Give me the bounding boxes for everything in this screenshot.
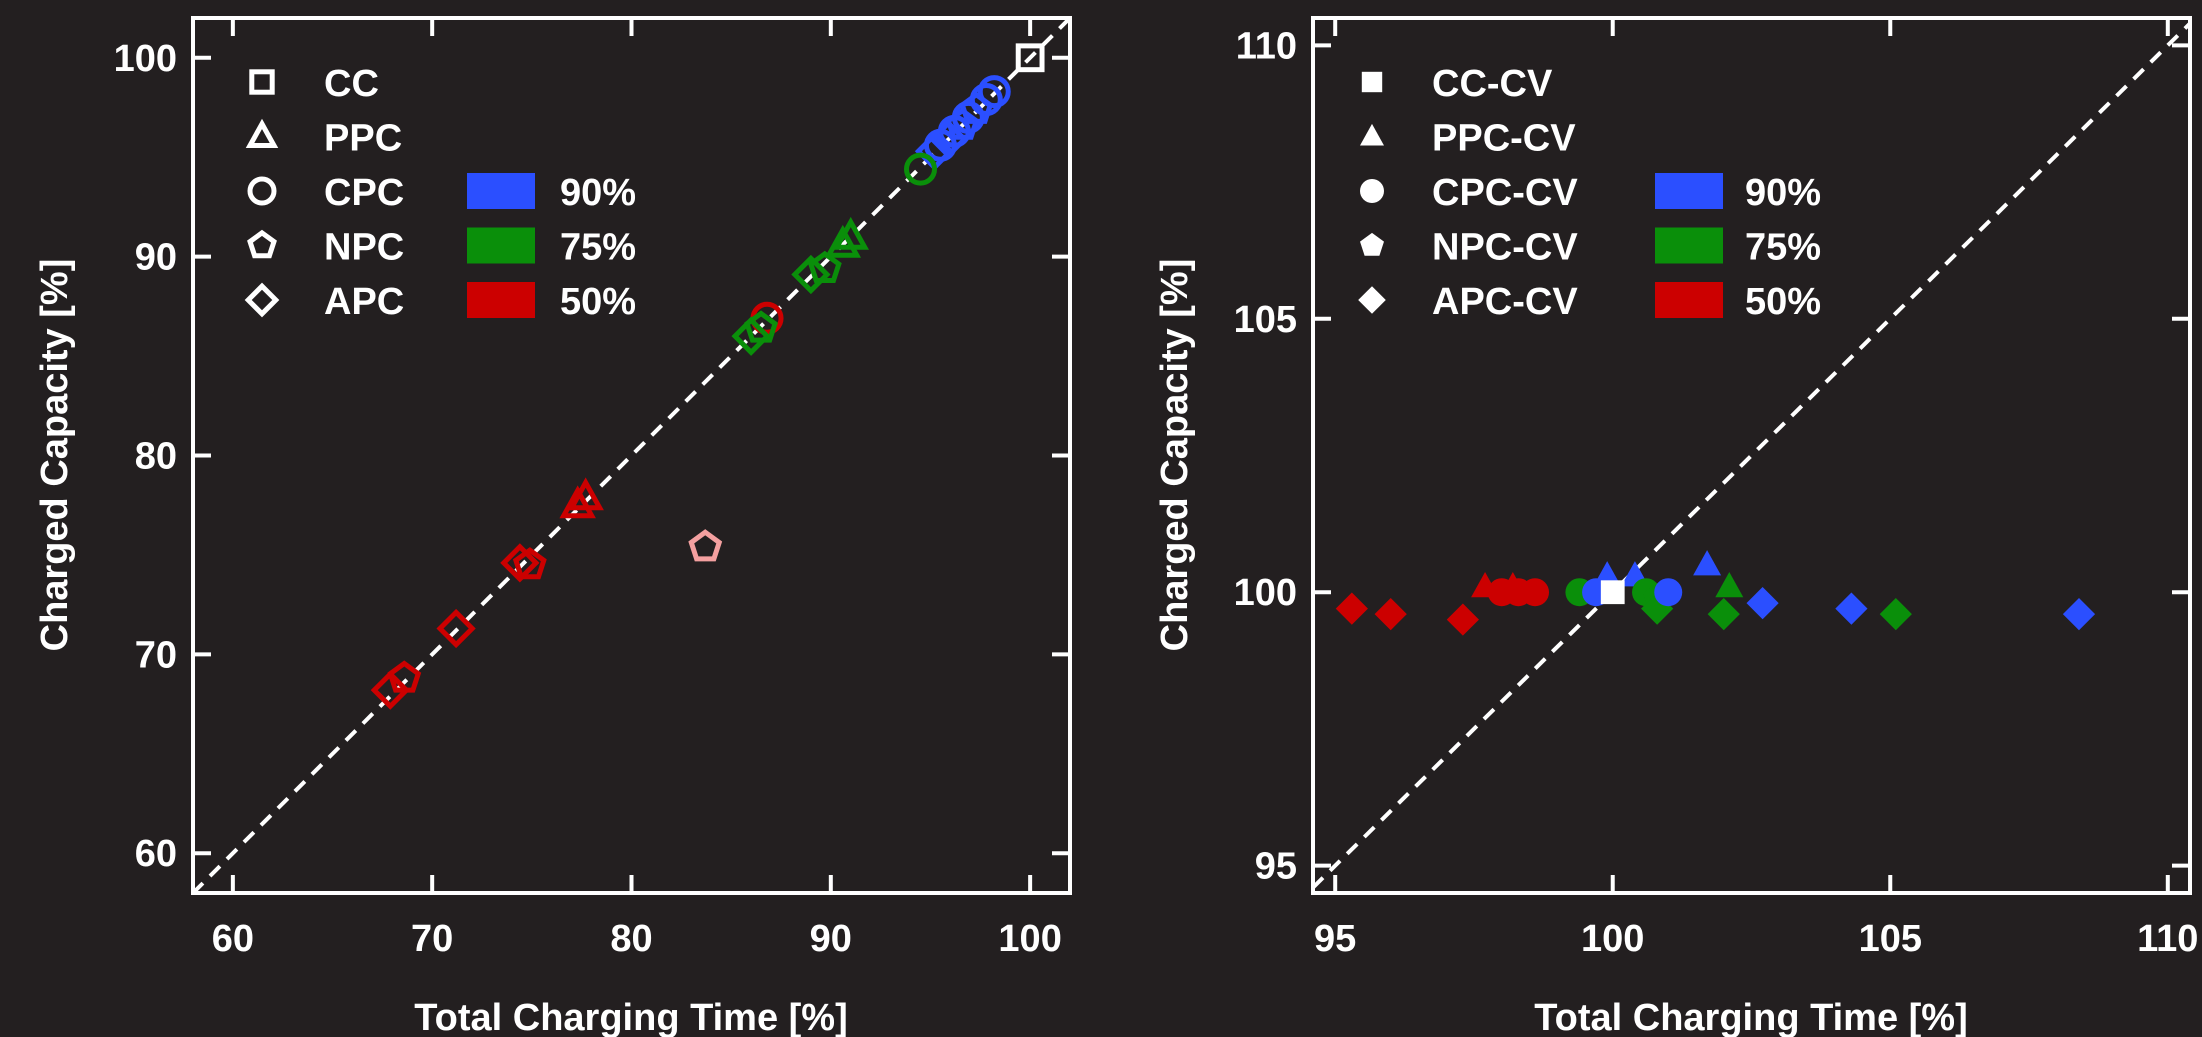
legend-marker-triangle — [245, 118, 279, 148]
identity-line — [1311, 22, 2192, 889]
x-tick-label: 100 — [998, 918, 1061, 960]
data-point-triangle — [1715, 572, 1744, 598]
legend-color-label: 75% — [1745, 227, 1821, 269]
y-tick-label: 110 — [1236, 25, 1297, 67]
legend-color-label: 50% — [560, 281, 636, 323]
y-tick-label: 105 — [1234, 299, 1297, 341]
legend-marker-square — [249, 69, 275, 95]
data-point-circle — [977, 75, 1011, 109]
data-point-diamond — [1707, 597, 1740, 631]
legend-color-swatch — [467, 173, 535, 209]
axis-ticks: 60 70 80 90 100 60 70 80 90 100 — [114, 18, 1070, 960]
legend-label: CC — [324, 63, 379, 105]
y-tick-label: 95 — [1255, 846, 1297, 888]
legend-marker-diamond — [244, 282, 280, 318]
legend-color-swatch — [1655, 227, 1723, 264]
data-point-diamond — [791, 254, 831, 295]
y-tick-label: 80 — [135, 436, 177, 478]
legend-color-swatch — [467, 282, 535, 318]
legend-label: PPC — [324, 118, 402, 160]
cccv-vs-pulse-cv-panel: 95 100 105 110 95 100 105 110 CC-CV PPC-CV CPC-CV… — [1154, 16, 2198, 1037]
data-point-circle — [1654, 578, 1683, 607]
legend-label: CPC — [324, 172, 404, 214]
legend-label: CPC-CV — [1432, 172, 1578, 214]
y-tick-label: 100 — [1234, 572, 1297, 614]
data-point-triangle — [1693, 550, 1722, 576]
identity-dashed-line — [1311, 22, 2192, 889]
data-point-square — [1600, 580, 1625, 605]
legend-color-swatch — [1655, 282, 1723, 318]
axis-ticks: 95 100 105 110 95 100 105 110 — [1234, 18, 2198, 960]
x-axis-label: Total Charging Time [%] — [1534, 997, 1968, 1037]
legend-marker-circle — [1360, 179, 1384, 203]
y-tick-label: 90 — [135, 237, 177, 279]
legend-label: NPC — [324, 227, 404, 269]
legend-marker-circle — [247, 176, 277, 206]
x-axis-label: Total Charging Time [%] — [414, 997, 848, 1037]
data-point-circle — [1521, 578, 1550, 607]
legend-color-label: 50% — [1745, 281, 1821, 323]
y-axis-label: Charged Capacity [%] — [1154, 259, 1196, 652]
data-point-diamond — [500, 543, 540, 583]
legend-color-swatch — [467, 227, 535, 264]
legend-color-label: 90% — [560, 172, 636, 214]
legend-color-swatch — [1655, 173, 1723, 209]
legend-marker-triangle — [1360, 123, 1384, 146]
data-point-diamond — [1835, 592, 1868, 625]
y-tick-label: 70 — [135, 634, 177, 676]
legend: CC-CV PPC-CV CPC-CV NPC-CV APC-CV 90% 75% 50% — [1358, 63, 1821, 323]
x-tick-label: 60 — [212, 918, 254, 960]
data-point-circle — [904, 152, 938, 186]
data-point-diamond — [1374, 597, 1407, 631]
x-tick-label: 100 — [1581, 918, 1644, 960]
y-axis-label: Charged Capacity [%] — [34, 259, 76, 652]
legend-marker-pentagon — [247, 229, 277, 259]
identity-dashed-line — [191, 16, 1072, 895]
legend-color-label: 90% — [1745, 172, 1821, 214]
data-point-pentagon — [512, 547, 547, 580]
data-point-diamond — [1879, 597, 1912, 631]
x-tick-label: 110 — [2137, 918, 2198, 960]
y-tick-label: 60 — [135, 833, 177, 875]
data-point-diamond — [1446, 603, 1479, 636]
data-points — [1335, 550, 2096, 636]
data-point-diamond — [1335, 592, 1368, 625]
x-tick-label: 80 — [610, 918, 652, 960]
legend-label: PPC-CV — [1432, 118, 1576, 160]
legend-label: APC — [324, 281, 404, 323]
legend-label: NPC-CV — [1432, 227, 1578, 269]
legend-label: CC-CV — [1432, 63, 1553, 105]
x-tick-label: 105 — [1859, 918, 1922, 960]
data-point-pentagon — [688, 529, 723, 562]
data-point-diamond — [2062, 597, 2096, 631]
data-point-diamond — [1746, 587, 1779, 620]
legend: CC PPC CPC NPC APC 90% 75% 50% — [244, 63, 636, 323]
cc-vs-pulse-panel: 60 70 80 90 100 60 70 80 90 100 CC PPC CPC NPC APC 90%… — [34, 16, 1072, 1037]
x-tick-label: 95 — [1314, 918, 1356, 960]
identity-line — [191, 16, 1072, 895]
x-tick-label: 90 — [810, 918, 852, 960]
data-point-triangle — [824, 224, 862, 258]
x-tick-label: 70 — [411, 918, 453, 960]
data-points — [370, 43, 1045, 710]
legend-marker-square — [1361, 71, 1383, 93]
data-point-triangle — [559, 485, 596, 519]
legend-color-label: 75% — [560, 227, 636, 269]
data-point-square — [1015, 43, 1045, 73]
plot-frame — [1311, 16, 2192, 895]
legend-marker-pentagon — [1360, 232, 1384, 256]
data-point-diamond — [370, 670, 410, 710]
legend-marker-diamond — [1358, 286, 1386, 314]
data-point-diamond — [436, 608, 476, 649]
legend-label: APC-CV — [1432, 281, 1578, 323]
data-point-diamond — [731, 316, 771, 356]
y-tick-label: 100 — [114, 38, 177, 80]
